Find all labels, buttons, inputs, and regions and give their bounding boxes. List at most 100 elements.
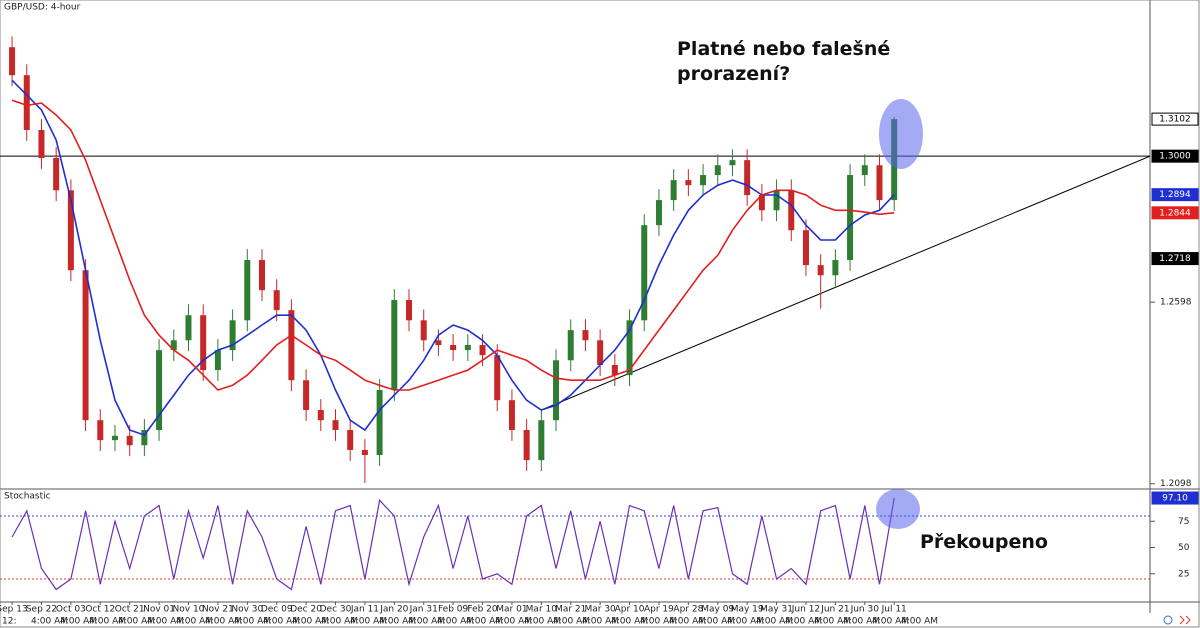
time-label: 4:00 AM — [698, 617, 735, 627]
highlight-ellipse — [876, 489, 920, 529]
x-tick-label: Sep 22 — [26, 605, 57, 615]
candle-body — [406, 299, 413, 321]
price-label-box — [1151, 112, 1199, 126]
candle-body — [508, 400, 515, 430]
candle-body — [685, 180, 692, 186]
time-label: 4:00 AM — [640, 617, 677, 627]
time-label: 4:00 AM — [118, 617, 155, 627]
candle-body — [494, 355, 501, 401]
time-label: 4:00 AM — [669, 617, 706, 627]
time-label: 4:00 AM — [814, 617, 851, 627]
candle-body — [214, 350, 221, 371]
y-tick-label: 50 — [1178, 543, 1190, 553]
candle-body — [82, 270, 89, 421]
candle-body — [553, 360, 560, 421]
candle-body — [464, 345, 471, 351]
candle-body — [611, 364, 618, 376]
candle-body — [641, 225, 648, 321]
candle-body — [817, 265, 824, 276]
x-tick-label: Jul 11 — [881, 605, 907, 615]
candle-body — [802, 230, 809, 266]
candle-body — [788, 190, 795, 231]
candle-body — [229, 320, 236, 351]
candle-body — [126, 435, 133, 446]
candle-body — [523, 429, 530, 461]
time-label: 4:00 AM — [408, 617, 445, 627]
moving-average — [11, 99, 895, 391]
candle-body — [23, 75, 30, 131]
price-label: 1.3102 — [1159, 115, 1191, 125]
x-tick-label: Apr 10 — [615, 605, 645, 615]
x-tick-label: Apr 19 — [644, 605, 674, 615]
x-tick-label: May 19 — [731, 605, 764, 615]
price-label: 1.2894 — [1159, 190, 1191, 200]
time-label: 4:00 AM — [901, 617, 938, 627]
candle-body — [450, 345, 457, 351]
candle-body — [111, 435, 118, 441]
x-tick-label: Nov 01 — [143, 605, 175, 615]
candle-body — [758, 195, 765, 211]
candle-body — [861, 165, 868, 176]
time-label: 4:00 AM — [495, 617, 532, 627]
y-tick-label: 75 — [1178, 517, 1189, 527]
candle-body — [744, 160, 751, 196]
x-tick-label: Nov 21 — [202, 605, 234, 615]
icon[interactable] — [1163, 615, 1173, 625]
candle-body — [655, 200, 662, 226]
x-tick-label: Nov 30 — [231, 605, 263, 615]
time-label: 4:00 AM — [582, 617, 619, 627]
time-label: 4:00 AM — [379, 617, 416, 627]
candle-body — [347, 429, 354, 450]
time-label: 4:00 AM — [611, 617, 648, 627]
candle-body — [435, 340, 442, 346]
x-tick-label: Mar 30 — [584, 605, 616, 615]
highlight-ellipse — [879, 99, 923, 169]
x-tick-label: Oct 03 — [56, 605, 86, 615]
candle-body — [244, 260, 251, 321]
time-label: 4:00 AM — [89, 617, 126, 627]
candle-body — [876, 165, 883, 201]
time-label: 4:00 AM — [147, 617, 184, 627]
time-label: 4:00 AM — [234, 617, 271, 627]
price-label-box — [1151, 491, 1199, 505]
price-label-box — [1151, 188, 1199, 202]
trendline — [541, 155, 1151, 411]
x-tick-label: Jun 12 — [791, 605, 820, 615]
x-tick-label: Mar 21 — [555, 605, 586, 615]
candle-body — [597, 340, 604, 365]
stochastic-line — [11, 497, 895, 591]
x-tick-label: Sep 13 — [0, 605, 28, 615]
price-label-box — [1151, 252, 1199, 266]
x-tick-label: Jan 31 — [409, 605, 438, 615]
candle-body — [582, 330, 589, 341]
price-label: 1.2718 — [1159, 254, 1191, 264]
y-tick-label: 25 — [1178, 569, 1189, 579]
x-tick-label: Mar 10 — [526, 605, 558, 615]
candle-body — [567, 330, 574, 361]
x-tick-label: Jan 20 — [379, 605, 408, 615]
time-label: 4:00 AM — [205, 617, 242, 627]
time-label: 4:00 AM — [785, 617, 822, 627]
candle-body — [626, 320, 633, 376]
candle-body — [729, 160, 736, 166]
candle-body — [141, 429, 148, 446]
candle-body — [391, 299, 398, 391]
x-tick-label: Nov 10 — [173, 605, 205, 615]
time-label: 4:00 AM — [292, 617, 329, 627]
y-tick-label: 1.2598 — [1160, 298, 1192, 308]
time-label: 4:00 AM — [60, 617, 97, 627]
time-label: 4:00 AM — [553, 617, 590, 627]
candle-body — [479, 345, 486, 356]
icon[interactable] — [1179, 615, 1191, 625]
candle-body — [832, 260, 839, 276]
x-tick-label: Feb 20 — [467, 605, 498, 615]
time-label: 4:00 AM — [466, 617, 503, 627]
x-tick-label: Dec 09 — [261, 605, 293, 615]
candle-body — [420, 320, 427, 341]
chart-title: GBP/USD: 4-hour — [4, 3, 81, 13]
candle-body — [317, 410, 324, 421]
annotation: Platné nebo falešné — [677, 38, 890, 60]
